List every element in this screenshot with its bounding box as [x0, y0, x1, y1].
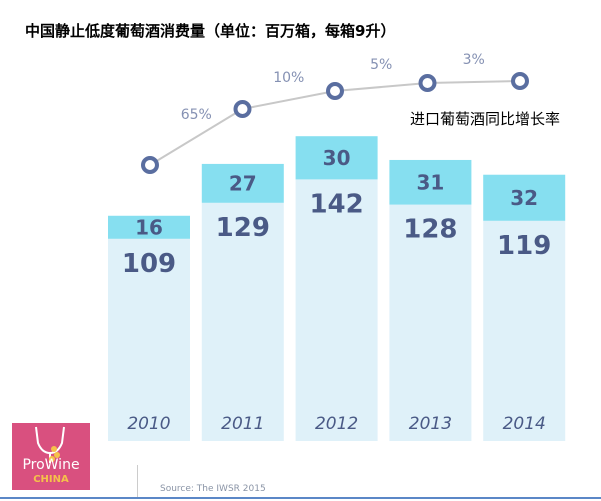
prowine-logo: ProWine CHINA: [12, 423, 90, 490]
x-tick-label: 2010: [127, 414, 170, 434]
chart-title: 中国静止低度葡萄酒消费量（单位：百万箱，每箱9升）: [25, 22, 396, 40]
bar-import: [108, 215, 190, 239]
x-tick-label: 2012: [315, 414, 358, 434]
bottom-border: [0, 497, 601, 499]
bar-import: [483, 174, 566, 221]
bar-domestic: [295, 179, 378, 441]
growth-point: [326, 82, 344, 100]
bar-label-domestic: 129: [216, 213, 270, 243]
x-tick-label: 2014: [503, 414, 546, 434]
growth-label: 3%: [463, 52, 485, 68]
bar-domestic: [389, 204, 472, 441]
growth-point: [233, 100, 252, 118]
bar-label-domestic: 128: [403, 215, 457, 245]
growth-label: 10%: [273, 70, 304, 86]
x-tick-label: 2011: [221, 414, 264, 434]
logo-subtext: CHINA: [33, 474, 69, 485]
bar-label-import: 27: [229, 171, 257, 195]
bar-label-import: 31: [416, 170, 444, 194]
growth-label: 65%: [181, 107, 212, 123]
growth-point: [141, 156, 159, 174]
bar-label-domestic: 109: [122, 249, 176, 279]
line-series-label: 进口葡萄酒同比增长率: [410, 110, 561, 128]
bar-import: [389, 159, 472, 205]
bar-label-import: 16: [135, 215, 163, 239]
divider: [137, 465, 138, 497]
wine-bottle-icon: [35, 426, 65, 463]
bar-domestic: [483, 220, 566, 441]
bar-label-domestic: 142: [309, 189, 363, 219]
source-note: Source: The IWSR 2015: [160, 484, 266, 494]
bar-import: [295, 136, 378, 180]
bar-label-import: 32: [510, 186, 538, 210]
bar-domestic: [108, 238, 190, 441]
growth-label: 5%: [370, 57, 392, 73]
x-tick-label: 2013: [409, 414, 452, 434]
growth-point: [418, 74, 437, 92]
bar-import: [201, 163, 284, 203]
bar-label-import: 30: [323, 146, 351, 170]
growth-point: [511, 72, 529, 90]
bar-domestic: [201, 202, 284, 441]
logo-text: ProWine: [22, 457, 80, 473]
bar-label-domestic: 119: [497, 231, 551, 261]
